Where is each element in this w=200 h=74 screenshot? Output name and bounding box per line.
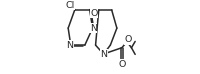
Text: Cl: Cl <box>65 1 75 10</box>
Text: N: N <box>100 50 107 59</box>
Text: O: O <box>124 35 131 44</box>
Text: O: O <box>118 59 126 69</box>
Text: N: N <box>90 24 97 33</box>
Text: N: N <box>67 41 74 50</box>
Text: O: O <box>90 9 97 18</box>
